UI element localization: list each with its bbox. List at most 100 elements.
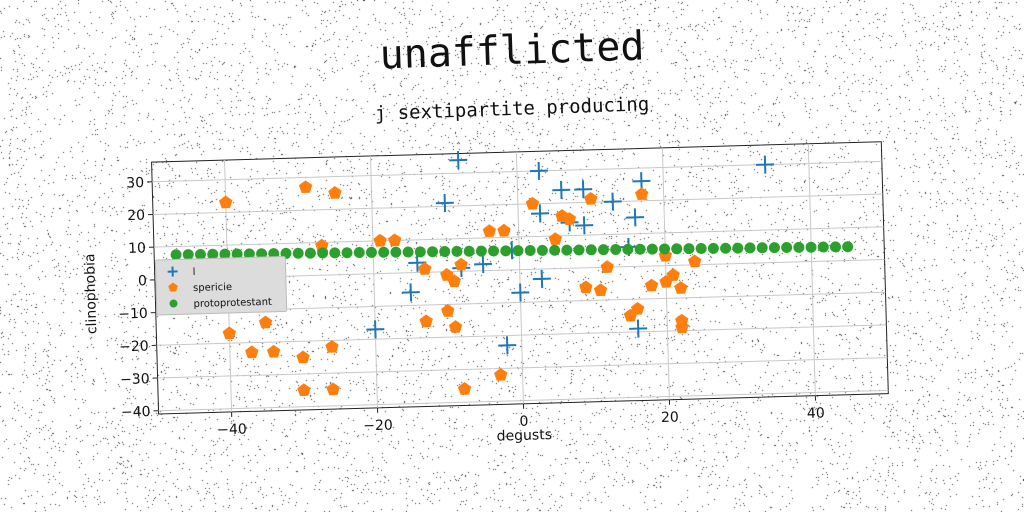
series-1-point (328, 185, 342, 199)
series-0-point-v (538, 204, 542, 223)
series-2-point (536, 244, 548, 256)
series-2-point (402, 246, 414, 258)
series-1-point (245, 345, 259, 359)
series-2-point (414, 246, 426, 258)
series-2-point (463, 245, 475, 257)
series-1-point (674, 281, 688, 294)
series-0-point (449, 151, 468, 170)
legend: l spericie protoprotestant (154, 255, 288, 316)
series-2-point (707, 242, 719, 254)
series-2-point (720, 242, 732, 254)
legend-label-2: protoprotestant (193, 297, 272, 310)
series-0-point (552, 180, 571, 199)
y-tick-label: −40 (121, 404, 151, 421)
series-0-point-v (519, 283, 522, 302)
series-1-point (525, 196, 540, 210)
series-2-point (646, 243, 658, 255)
y-gridline (157, 357, 888, 379)
series-2-point (573, 244, 585, 256)
series-2-point (622, 243, 634, 255)
series-1-point (373, 233, 387, 247)
legend-label-1: spericie (193, 282, 232, 294)
series-2-point (817, 241, 829, 253)
series-2-point (304, 247, 316, 259)
series-1-point (419, 314, 433, 328)
series-2-point (671, 243, 683, 255)
series-1-point (675, 320, 689, 334)
series-0-point (603, 192, 622, 211)
series-2-point (549, 244, 561, 256)
series-0-point (408, 253, 427, 272)
series-1-point (630, 301, 645, 315)
series-2-point (170, 249, 182, 261)
series-0-point-v (456, 151, 460, 170)
series-0-point (756, 155, 775, 174)
series-2-point (768, 242, 780, 254)
series-0-point-v (409, 283, 413, 302)
series-1-point (579, 280, 593, 294)
series-2-point (610, 244, 622, 256)
series-2-point (756, 242, 768, 254)
series-0-point (574, 180, 593, 199)
series-0-point (626, 208, 645, 227)
series-2-point (488, 245, 500, 257)
series-0-point (575, 216, 594, 235)
series-2-point (561, 244, 573, 256)
series-0-point (401, 283, 420, 302)
series-1-point (482, 224, 497, 238)
y-gridline (156, 324, 887, 346)
series-2-point (683, 243, 695, 255)
y-tick-label: 20 (127, 208, 145, 224)
series-1-point (457, 382, 472, 395)
series-1-point (548, 232, 563, 245)
series-2-point (695, 243, 707, 255)
series-2-point (341, 247, 353, 259)
y-gridline (153, 193, 883, 215)
x-tick-label: −20 (363, 417, 393, 434)
series-0-point-v (505, 336, 509, 355)
series-1-point (493, 367, 508, 381)
series-0-point (531, 204, 550, 223)
series-2-point (829, 241, 841, 253)
x-tick-label: 20 (661, 409, 679, 425)
series-0-point-v (481, 255, 485, 274)
x-gridline (515, 151, 524, 404)
series-1-point (297, 383, 311, 397)
series-2-point (781, 241, 793, 253)
y-tick-label: 10 (128, 240, 146, 256)
series-2-point (194, 248, 206, 260)
series-0-point-v (581, 180, 585, 199)
series-2-point (219, 248, 231, 260)
y-tick-label: −10 (118, 306, 148, 323)
series-0-point-v (560, 180, 563, 199)
series-1-point (258, 315, 273, 329)
y-tick-label: 30 (126, 175, 144, 191)
series-0-point-v (416, 253, 419, 272)
series-1-point (222, 326, 237, 340)
series-2-point (292, 247, 304, 259)
series-2-point (182, 249, 194, 261)
series-0-point (366, 320, 385, 339)
series-2-point (597, 244, 609, 256)
y-tick-label: −20 (119, 339, 149, 356)
series-0-point (629, 319, 648, 338)
series-0-point-v (582, 216, 586, 235)
series-1-point (600, 260, 614, 274)
x-gridline (369, 155, 379, 408)
series-2-point (427, 246, 439, 258)
series-2-point (353, 247, 365, 259)
series-2-point (390, 246, 402, 258)
series-2-point (231, 248, 243, 260)
series-1-point (584, 191, 598, 205)
series-1-point (218, 195, 233, 209)
series-2-point (512, 245, 524, 257)
series-1-point (634, 187, 649, 201)
series-1-point (447, 274, 461, 288)
series-0-point (529, 161, 548, 180)
series-2-point (524, 245, 536, 257)
series-2-point (659, 243, 671, 255)
series-2-point (256, 248, 268, 260)
series-1-point (666, 268, 680, 281)
series-1-point (296, 350, 310, 364)
